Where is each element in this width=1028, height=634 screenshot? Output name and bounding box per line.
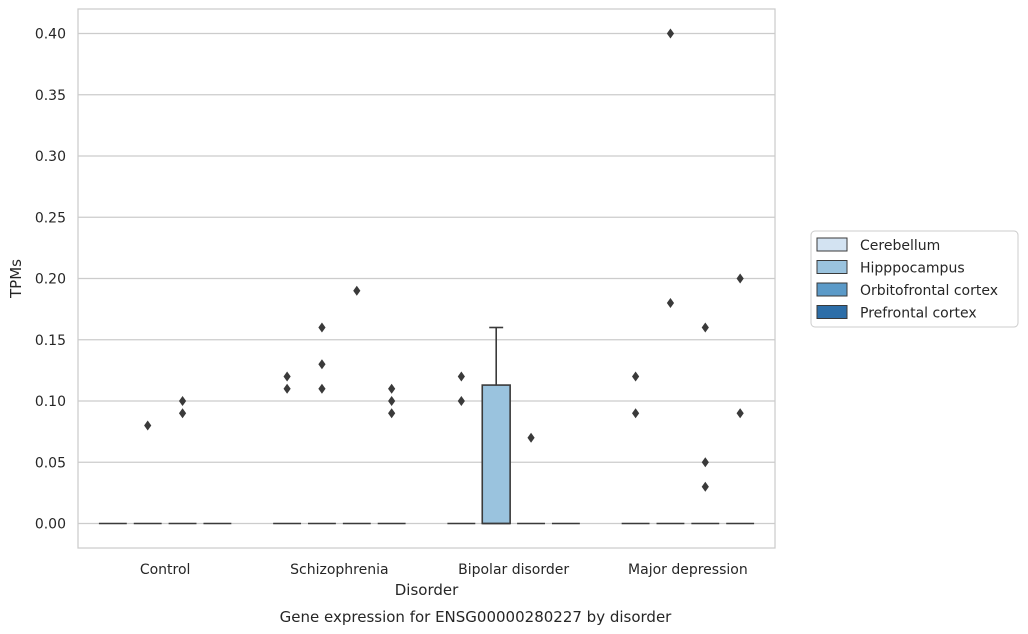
outlier-point (632, 408, 640, 419)
x-tick-label: Control (140, 562, 191, 578)
outlier-point (388, 383, 396, 394)
legend-swatch (816, 260, 848, 274)
legend-label: Prefrontal cortex (860, 306, 977, 322)
legend-label: Hipppocampus (860, 261, 965, 277)
outlier-point (318, 359, 326, 370)
y-tick-label: 0.30 (35, 149, 66, 165)
x-axis-label: Disorder (395, 581, 459, 599)
boxes (98, 326, 755, 525)
x-tick-label: Schizophrenia (290, 562, 388, 578)
chart-caption: Gene expression for ENSG00000280227 by d… (280, 608, 673, 626)
gridlines (78, 32, 775, 525)
outlier-point (457, 371, 465, 382)
y-tick-label: 0.25 (35, 210, 66, 226)
legend-swatch (816, 305, 848, 319)
legend-label: Orbitofrontal cortex (860, 283, 998, 299)
outlier-point (736, 408, 744, 419)
outlier-point (666, 298, 675, 308)
legend: Cerebellum Hipppocampus Orbitofrontal cort… (810, 230, 1019, 328)
legend-label: Cerebellum (860, 238, 940, 254)
outlier-point (527, 432, 535, 443)
outlier-point (353, 285, 361, 296)
legend-item: Prefrontal cortex (816, 305, 977, 322)
outlier-point (318, 322, 326, 333)
y-tick-label: 0.35 (35, 88, 66, 104)
outliers (144, 28, 744, 492)
outlier-point (283, 371, 291, 382)
box-hipppocampus (481, 326, 511, 525)
outlier-point (178, 396, 187, 406)
y-tick-label: 0.10 (35, 394, 66, 410)
outlier-point (144, 420, 152, 431)
y-axis-ticks: 0.00 0.05 0.10 0.15 0.20 0.25 0.30 0.35 0.40 (35, 27, 66, 533)
y-tick-label: 0.20 (35, 272, 66, 288)
legend-frame (810, 230, 1019, 328)
x-tick-label: Bipolar disorder (458, 562, 569, 578)
outlier-point (457, 396, 465, 406)
outlier-point (178, 408, 187, 419)
y-tick-label: 0.15 (35, 333, 66, 349)
outlier-point (283, 383, 291, 394)
outlier-point (388, 408, 396, 419)
outlier-point (701, 457, 709, 468)
outlier-point (701, 322, 709, 333)
x-tick-label: Major depression (628, 562, 748, 578)
outlier-point (736, 273, 744, 284)
legend-swatch (816, 237, 848, 252)
y-tick-label: 0.05 (35, 455, 66, 471)
legend-item: Hipppocampus (816, 260, 965, 277)
plot-area-frame (77, 8, 776, 549)
x-axis-ticks: Control Schizophrenia Bipolar disorder Majo… (140, 562, 748, 578)
outlier-point (701, 481, 709, 492)
outlier-point (632, 371, 640, 382)
legend-swatch (816, 282, 848, 297)
outlier-point (666, 28, 675, 39)
outlier-point (388, 396, 396, 406)
outlier-point (318, 383, 326, 394)
y-axis-label: TPMs (7, 259, 25, 299)
legend-item: Cerebellum (816, 237, 940, 254)
legend-item: Orbitofrontal cortex (816, 282, 998, 299)
y-tick-label: 0.00 (35, 517, 66, 533)
y-tick-label: 0.40 (35, 27, 66, 43)
